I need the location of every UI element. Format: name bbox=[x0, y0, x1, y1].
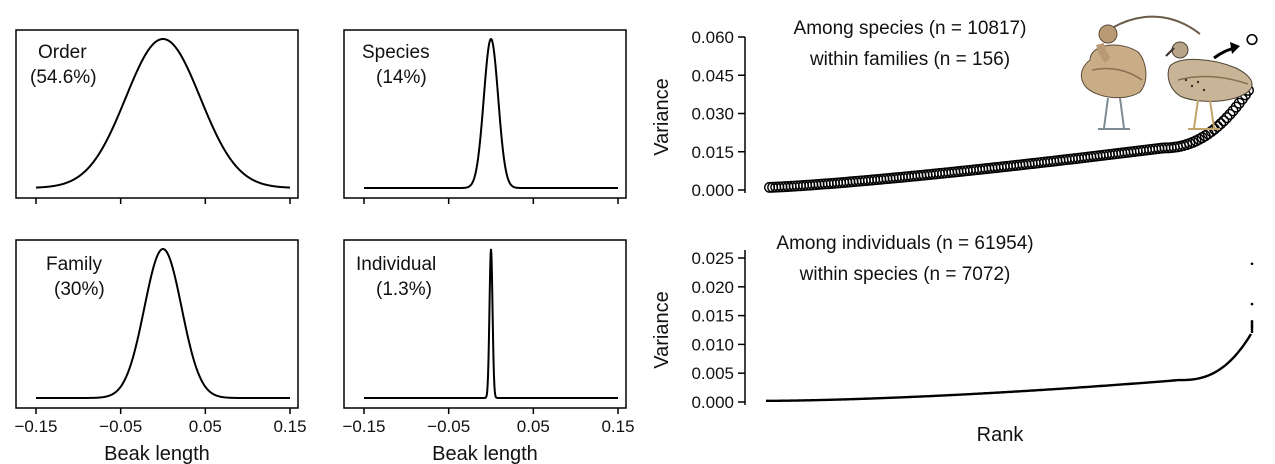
data-point bbox=[1212, 121, 1224, 133]
y-tick-label: 0.015 bbox=[691, 307, 734, 326]
panel-species-label: Species bbox=[362, 42, 430, 63]
points-species bbox=[764, 33, 1258, 193]
arrow-head-icon bbox=[1230, 42, 1240, 54]
y-axis-label-individual: Variance bbox=[651, 291, 673, 368]
panel-individual-label: Individual bbox=[356, 254, 436, 275]
data-point bbox=[1224, 108, 1236, 120]
panel-rank-species: 0.000 0.015 0.030 0.045 0.060 Variance Among… bbox=[651, 15, 1258, 200]
x-tick-label: −0.15 bbox=[342, 417, 385, 436]
x-tick-label: −0.05 bbox=[427, 417, 470, 436]
y-tick-label: 0.000 bbox=[691, 181, 734, 200]
x-ticks-species bbox=[363, 198, 619, 204]
density-curve-order bbox=[35, 37, 291, 189]
density-curve-individual bbox=[364, 248, 618, 399]
data-point bbox=[1250, 302, 1254, 306]
x-axis-label-family: Beak length bbox=[104, 443, 210, 464]
x-tick-label: 0.15 bbox=[273, 417, 306, 436]
y-tick-label: 0.015 bbox=[691, 143, 734, 162]
x-ticks-individual: −0.15 −0.05 0.05 0.15 bbox=[342, 408, 635, 436]
panel-species: Species (14%) bbox=[343, 29, 627, 204]
panel-family-label: Family bbox=[46, 254, 102, 275]
panel-species-frame bbox=[343, 29, 627, 199]
panel-individual: −0.15 −0.05 0.05 0.15 Individual (1.3%) Bea… bbox=[342, 239, 635, 464]
y-ticks-individual: 0.000 0.005 0.010 0.015 0.020 0.025 bbox=[691, 249, 745, 412]
panel-order-frame bbox=[15, 29, 299, 199]
panel-order-label: Order bbox=[38, 42, 87, 63]
panel-species-percent: (14%) bbox=[376, 67, 427, 88]
points-individual bbox=[766, 262, 1254, 403]
curlew-icon bbox=[1080, 15, 1201, 130]
y-tick-label: 0.000 bbox=[691, 393, 734, 412]
y-tick-label: 0.060 bbox=[691, 28, 734, 47]
y-tick-label: 0.010 bbox=[691, 335, 734, 354]
x-tick-label: 0.05 bbox=[189, 417, 222, 436]
data-point bbox=[1250, 320, 1254, 323]
outlier-point bbox=[1246, 33, 1258, 46]
y-axis-label-species: Variance bbox=[651, 78, 673, 155]
x-axis-label-rank: Rank bbox=[977, 424, 1025, 446]
panel-family-frame bbox=[15, 239, 299, 409]
x-ticks-family: −0.15 −0.05 0.05 0.15 bbox=[14, 408, 307, 436]
panel-rank-species-title-1: Among species (n = 10817) bbox=[794, 18, 1027, 39]
density-curve-species bbox=[364, 37, 618, 189]
data-point-band bbox=[766, 333, 1253, 403]
panel-order-percent: (54.6%) bbox=[30, 67, 97, 88]
density-curve-family bbox=[36, 247, 290, 399]
x-ticks-order bbox=[35, 198, 291, 204]
data-point bbox=[1215, 118, 1227, 130]
arrow-icon bbox=[1213, 46, 1235, 60]
panel-rank-individual-title-2: within species (n = 7072) bbox=[799, 264, 1011, 285]
y-tick-label: 0.030 bbox=[691, 105, 734, 124]
panel-order: Order (54.6%) bbox=[15, 29, 299, 204]
panel-rank-species-title-2: within families (n = 156) bbox=[809, 49, 1010, 70]
data-point bbox=[1227, 105, 1239, 117]
panel-family-percent: (30%) bbox=[54, 279, 105, 300]
y-tick-label: 0.020 bbox=[691, 278, 734, 297]
panel-individual-percent: (1.3%) bbox=[376, 279, 432, 300]
x-tick-label: −0.15 bbox=[14, 417, 57, 436]
y-tick-label: 0.005 bbox=[691, 364, 734, 383]
data-point bbox=[1218, 115, 1230, 127]
x-tick-label: −0.05 bbox=[99, 417, 142, 436]
data-point bbox=[1221, 112, 1233, 124]
panel-family: −0.15 −0.05 0.05 0.15 Family (30%) Beak len… bbox=[14, 239, 307, 464]
x-tick-label: 0.05 bbox=[517, 417, 550, 436]
x-tick-label: 0.15 bbox=[601, 417, 634, 436]
data-point bbox=[1250, 330, 1254, 334]
panel-individual-frame bbox=[343, 239, 627, 409]
panel-rank-individual-title-1: Among individuals (n = 61954) bbox=[776, 233, 1033, 254]
sandpiper-icon bbox=[1165, 41, 1253, 130]
y-tick-label: 0.045 bbox=[691, 66, 734, 85]
data-point bbox=[1250, 262, 1254, 266]
y-ticks-species: 0.000 0.015 0.030 0.045 0.060 bbox=[691, 28, 745, 200]
x-axis-label-individual: Beak length bbox=[432, 443, 538, 464]
data-point bbox=[1196, 132, 1208, 144]
y-tick-label: 0.025 bbox=[691, 249, 734, 268]
shorebird-illustration bbox=[1080, 15, 1253, 130]
